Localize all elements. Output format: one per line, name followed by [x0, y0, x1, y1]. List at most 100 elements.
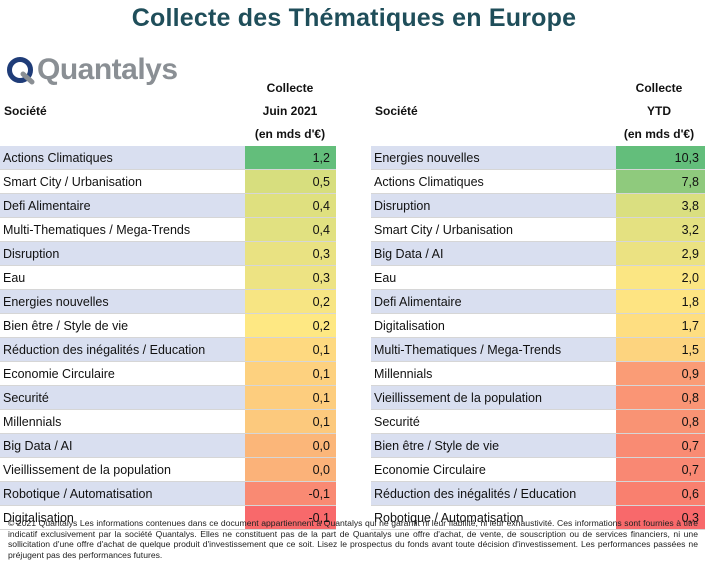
row-value: 3,8: [616, 193, 705, 218]
row-value: -0,1: [245, 481, 336, 506]
row-value: 0,8: [616, 385, 705, 410]
table-row: Eau 2,0: [371, 265, 705, 290]
row-name: Energies nouvelles: [371, 146, 616, 170]
row-name: Securité: [371, 409, 616, 434]
row-value: 0,3: [245, 241, 336, 266]
right-table: Energies nouvelles 10,3 Actions Climatique…: [371, 146, 705, 530]
right-societe-header: Société: [375, 104, 418, 118]
left-table: Actions Climatiques 1,2 Smart City / Urban…: [0, 146, 336, 530]
row-value: 3,2: [616, 217, 705, 242]
row-name: Smart City / Urbanisation: [0, 169, 245, 194]
row-value: 0,1: [245, 361, 336, 386]
quantalys-logo-icon: [7, 57, 35, 85]
left-col-header-line-2: Juin 2021: [262, 104, 318, 118]
table-row: Vieillissement de la population 0,8: [371, 385, 705, 410]
row-name: Vieillissement de la population: [0, 457, 245, 482]
row-value: 2,0: [616, 265, 705, 290]
row-value: 7,8: [616, 169, 705, 194]
row-value: 0,3: [245, 265, 336, 290]
row-name: Vieillissement de la population: [371, 385, 616, 410]
row-value: 0,4: [245, 193, 336, 218]
table-row: Robotique / Automatisation 0,3: [371, 505, 705, 530]
table-row: Economie Circulaire 0,7: [371, 457, 705, 482]
row-value: 0,9: [616, 361, 705, 386]
table-row: Digitalisation 1,7: [371, 313, 705, 338]
row-value: 0,1: [245, 337, 336, 362]
row-value: 0,5: [245, 169, 336, 194]
row-name: Big Data / AI: [371, 241, 616, 266]
row-name: Millennials: [371, 361, 616, 386]
table-row: Multi-Thematiques / Mega-Trends 1,5: [371, 337, 705, 362]
table-row: Millennials 0,9: [371, 361, 705, 386]
row-value: 0,4: [245, 217, 336, 242]
row-name: Energies nouvelles: [0, 289, 245, 314]
row-name: Bien être / Style de vie: [0, 313, 245, 338]
row-value: 0,8: [616, 409, 705, 434]
row-value: 1,8: [616, 289, 705, 314]
left-col-header-line-3: (en mds d'€): [254, 127, 326, 141]
row-value: 0,3: [616, 505, 705, 530]
row-value: 10,3: [616, 146, 705, 170]
row-name: Actions Climatiques: [371, 169, 616, 194]
row-name: Actions Climatiques: [0, 146, 245, 170]
table-row: Réduction des inégalités / Education 0,6: [371, 481, 705, 506]
left-societe-header: Société: [4, 104, 47, 118]
row-name: Eau: [0, 265, 245, 290]
table-row: Securité 0,8: [371, 409, 705, 434]
row-value: 0,6: [616, 481, 705, 506]
table-row: Réduction des inégalités / Education 0,1: [0, 337, 336, 362]
right-column-header: Collecte YTD (en mds d'€): [614, 77, 704, 146]
table-row: Vieillissement de la population 0,0: [0, 457, 336, 482]
row-name: Economie Circulaire: [0, 361, 245, 386]
row-value: 0,1: [245, 385, 336, 410]
table-row: Smart City / Urbanisation 0,5: [0, 169, 336, 194]
row-name: Robotique / Automatisation: [0, 481, 245, 506]
table-row: Disruption 0,3: [0, 241, 336, 266]
table-row: Economie Circulaire 0,1: [0, 361, 336, 386]
table-row: Big Data / AI 2,9: [371, 241, 705, 266]
table-row: Defi Alimentaire 1,8: [371, 289, 705, 314]
row-value: 0,2: [245, 313, 336, 338]
disclaimer-footer: © 2021 Quantalys Les informations conten…: [8, 518, 698, 560]
row-name: Defi Alimentaire: [371, 289, 616, 314]
row-value: 1,2: [245, 146, 336, 170]
row-name: Millennials: [0, 409, 245, 434]
row-name: Robotique / Automatisation: [371, 505, 616, 530]
quantalys-logo: Quantalys: [6, 50, 178, 90]
row-name: Digitalisation: [371, 313, 616, 338]
table-row: Smart City / Urbanisation 3,2: [371, 217, 705, 242]
row-name: Digitalisation: [0, 505, 245, 530]
table-row: Securité 0,1: [0, 385, 336, 410]
table-row: Defi Alimentaire 0,4: [0, 193, 336, 218]
right-col-header-line-1: Collecte: [635, 81, 683, 95]
table-row: Multi-Thematiques / Mega-Trends 0,4: [0, 217, 336, 242]
row-value: 1,7: [616, 313, 705, 338]
row-name: Multi-Thematiques / Mega-Trends: [0, 217, 245, 242]
left-column-header: Collecte Juin 2021 (en mds d'€): [245, 77, 335, 146]
table-row: Disruption 3,8: [371, 193, 705, 218]
row-value: 0,0: [245, 433, 336, 458]
table-row: Eau 0,3: [0, 265, 336, 290]
row-name: Réduction des inégalités / Education: [371, 481, 616, 506]
row-name: Disruption: [371, 193, 616, 218]
table-row: Actions Climatiques 1,2: [0, 146, 336, 170]
row-value: 0,1: [245, 409, 336, 434]
logo-text: Quantalys: [37, 53, 178, 86]
row-name: Multi-Thematiques / Mega-Trends: [371, 337, 616, 362]
row-value: -0,1: [245, 505, 336, 530]
right-col-header-line-3: (en mds d'€): [623, 127, 695, 141]
row-value: 2,9: [616, 241, 705, 266]
row-name: Eau: [371, 265, 616, 290]
table-row: Bien être / Style de vie 0,2: [0, 313, 336, 338]
row-name: Disruption: [0, 241, 245, 266]
row-name: Securité: [0, 385, 245, 410]
page-title: Collecte des Thématiques en Europe: [131, 4, 577, 32]
row-name: Economie Circulaire: [371, 457, 616, 482]
table-row: Energies nouvelles 10,3: [371, 146, 705, 170]
row-name: Big Data / AI: [0, 433, 245, 458]
table-row: Energies nouvelles 0,2: [0, 289, 336, 314]
left-col-header-line-1: Collecte: [266, 81, 314, 95]
row-value: 0,7: [616, 457, 705, 482]
row-value: 1,5: [616, 337, 705, 362]
row-name: Smart City / Urbanisation: [371, 217, 616, 242]
